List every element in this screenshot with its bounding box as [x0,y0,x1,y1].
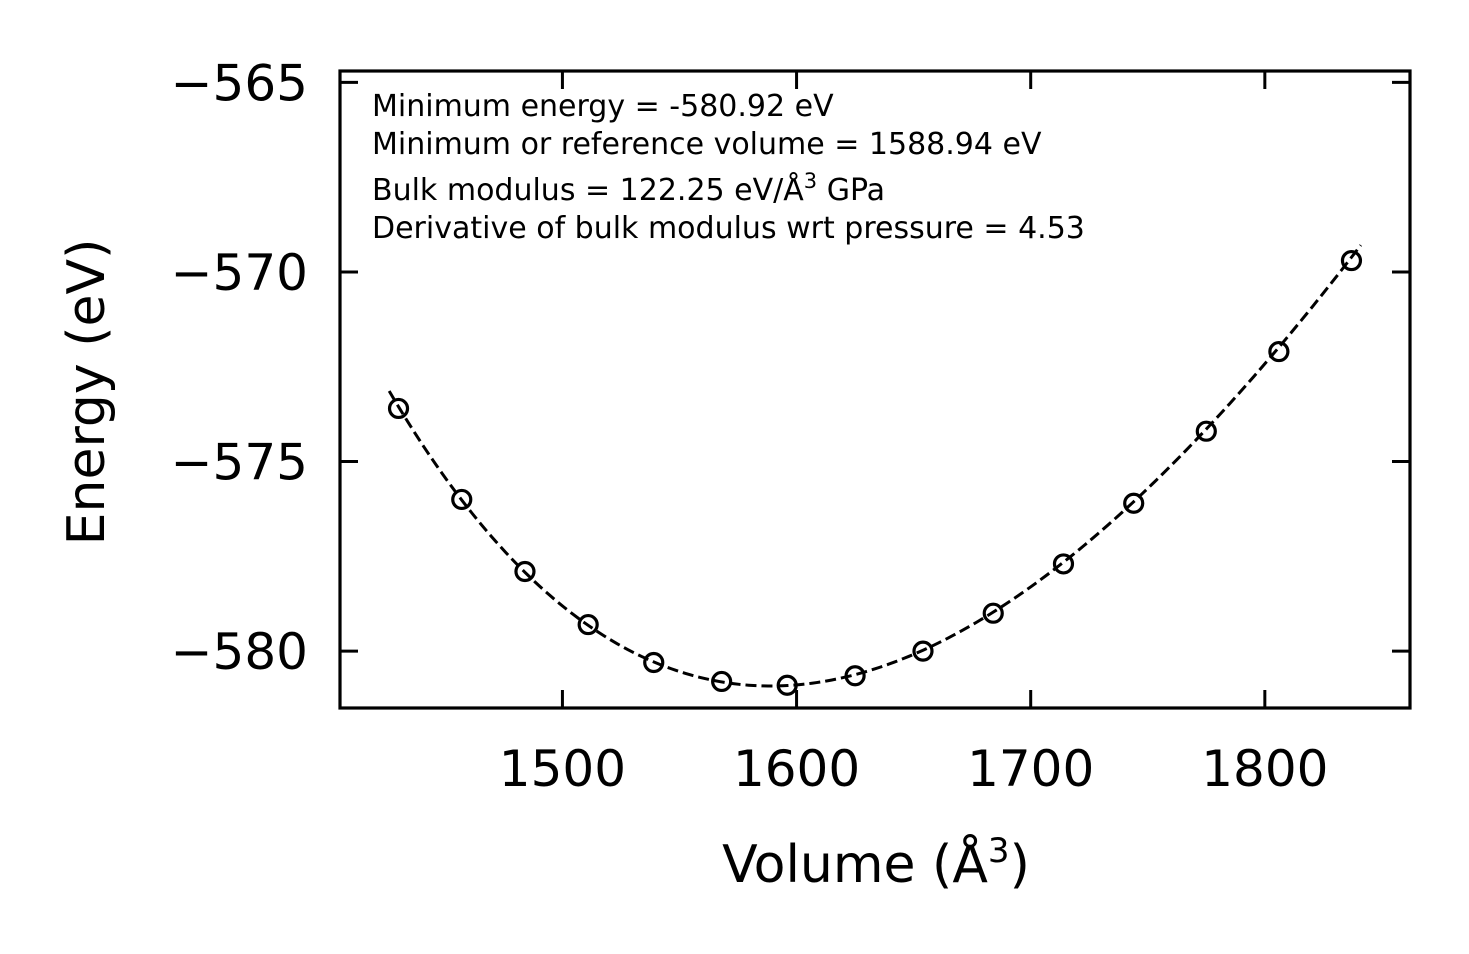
data-point [1268,340,1290,363]
tick-labels: 1500 1600 1700 1800 −565 −570 −575 −580 [171,54,1329,798]
x-axis-title-sup: 3 [988,831,1010,871]
x-tick-label: 1500 [499,740,626,798]
data-point [577,613,599,636]
annotation-bulk-derivative: Derivative of bulk modulus wrt pressure … [372,211,1085,246]
annotation-min-volume: Minimum or reference volume = 1588.94 eV [372,127,1042,162]
data-point [1123,492,1145,514]
annotation-bulk-modulus-suffix: GPa [817,173,885,208]
x-tick-label: 1600 [733,740,860,798]
y-tick-label: −580 [171,623,308,681]
data-point [912,640,934,662]
y-tick-label: −575 [171,434,308,492]
annotation-box: Minimum energy = -580.92 eV Minimum or r… [372,89,1085,246]
x-tick-label: 1700 [967,740,1094,798]
plot-border [338,69,1412,710]
y-axis-title: Energy (eV) [57,239,117,546]
data-point [387,397,410,420]
data-point [711,670,733,693]
data-point [1340,249,1363,272]
data-point [776,674,798,696]
x-tick-label: 1800 [1201,740,1328,798]
axes-frame [338,69,1412,710]
data-point [514,560,536,583]
y-tick-label: −565 [171,54,308,112]
x-axis-title-main: Volume (Å [722,833,988,895]
annotation-bulk-modulus-main: Bulk modulus = 122.25 eV/Å [372,172,804,208]
annotation-bulk-modulus-sup: 3 [804,169,817,193]
annotation-bulk-modulus: Bulk modulus = 122.25 eV/Å3 GPa [372,169,885,208]
fit-curve [387,244,1363,688]
plot-area [387,244,1363,696]
y-tick-label: −570 [171,244,308,302]
x-axis-title: Volume (Å3) [722,831,1030,895]
ticks [340,71,1410,708]
x-axis-title-close: ) [1010,835,1030,895]
data-point [1195,420,1217,442]
annotation-min-energy: Minimum energy = -580.92 eV [372,89,834,124]
data-point [844,665,866,687]
data-point [643,651,665,674]
data-point [1052,553,1075,575]
data-point [451,488,473,511]
data-point [982,602,1004,624]
